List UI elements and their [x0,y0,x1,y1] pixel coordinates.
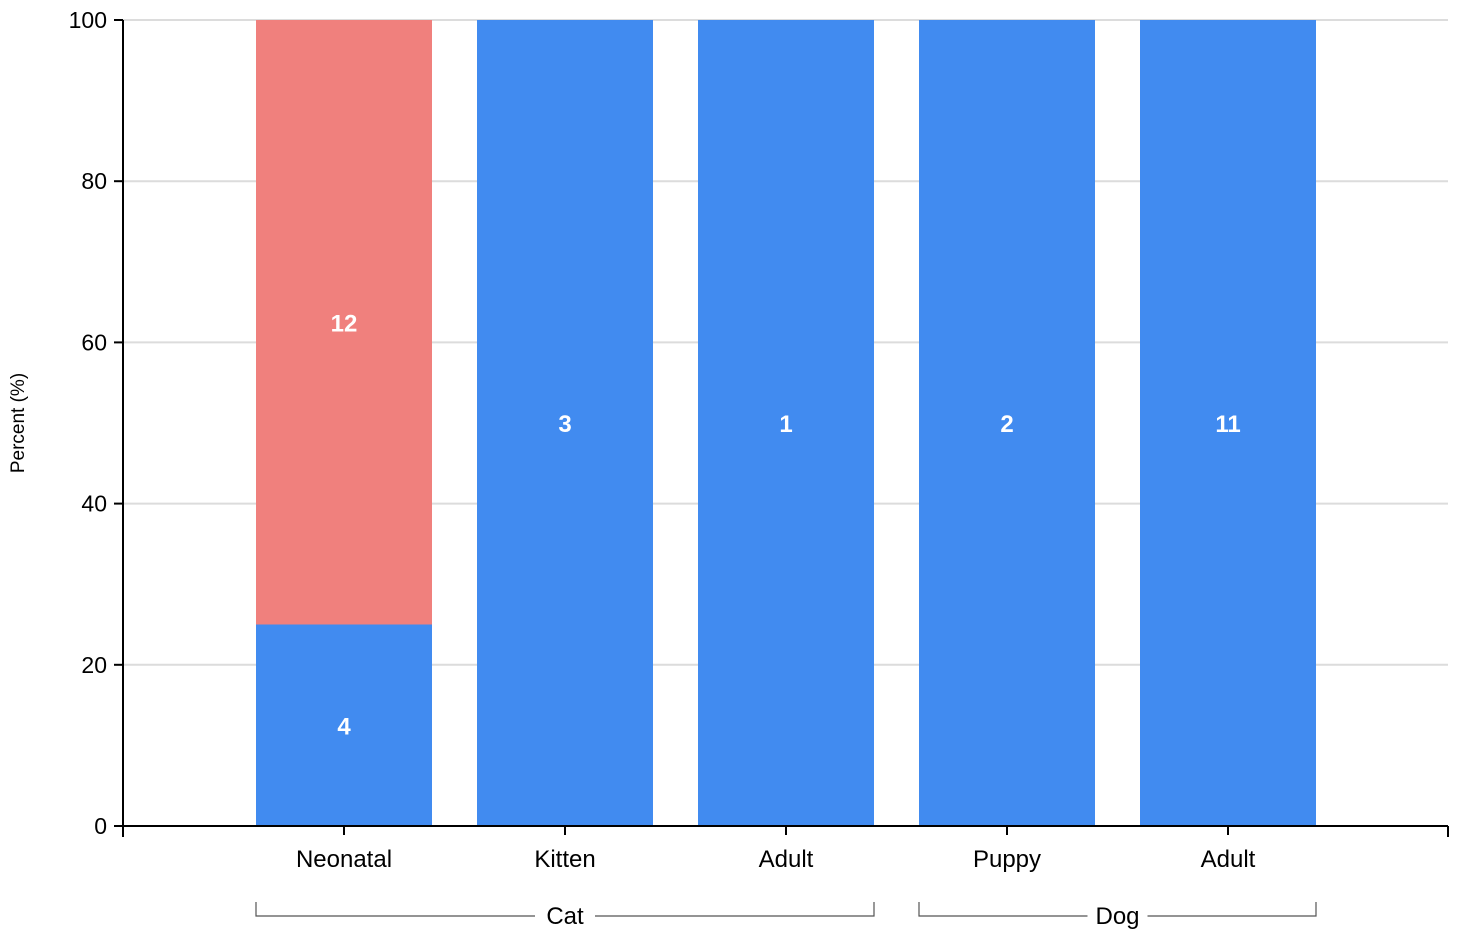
bar-data-label: 1 [779,411,792,438]
y-tick-label: 60 [81,329,107,355]
group-bracket-left [255,902,535,917]
axes [114,19,1449,917]
x-tick-label: Kitten [534,846,595,873]
y-tick-label: 20 [81,652,107,678]
group-bracket-left [918,902,1088,917]
bars [256,20,1316,826]
bar-data-label: 2 [1000,411,1013,438]
y-tick-label: 100 [69,7,107,33]
group-bracket-right [595,902,875,917]
bar-data-label: 11 [1215,411,1240,438]
group-label: Cat [546,903,584,930]
bar-data-label: 4 [337,713,351,740]
y-tick-label: 40 [81,491,107,517]
y-tick-label: 80 [81,168,107,194]
bar-segment [477,20,653,826]
bar-segment [256,624,432,826]
bar-segment [1140,20,1316,826]
group-label: Dog [1095,903,1139,930]
bar-data-label: 3 [558,411,571,438]
y-tick-label: 0 [94,813,107,839]
bar-data-label: 12 [331,310,358,337]
x-tick-label: Puppy [973,846,1041,873]
bar-segment [919,20,1095,826]
x-tick-label: Adult [759,846,814,873]
x-tick-label: Adult [1201,846,1256,873]
y-axis-label: Percent (%) [8,373,29,473]
bar-segment [698,20,874,826]
bar-segment [256,20,432,625]
x-tick-label: Neonatal [296,846,392,873]
group-bracket-right [1147,902,1317,917]
